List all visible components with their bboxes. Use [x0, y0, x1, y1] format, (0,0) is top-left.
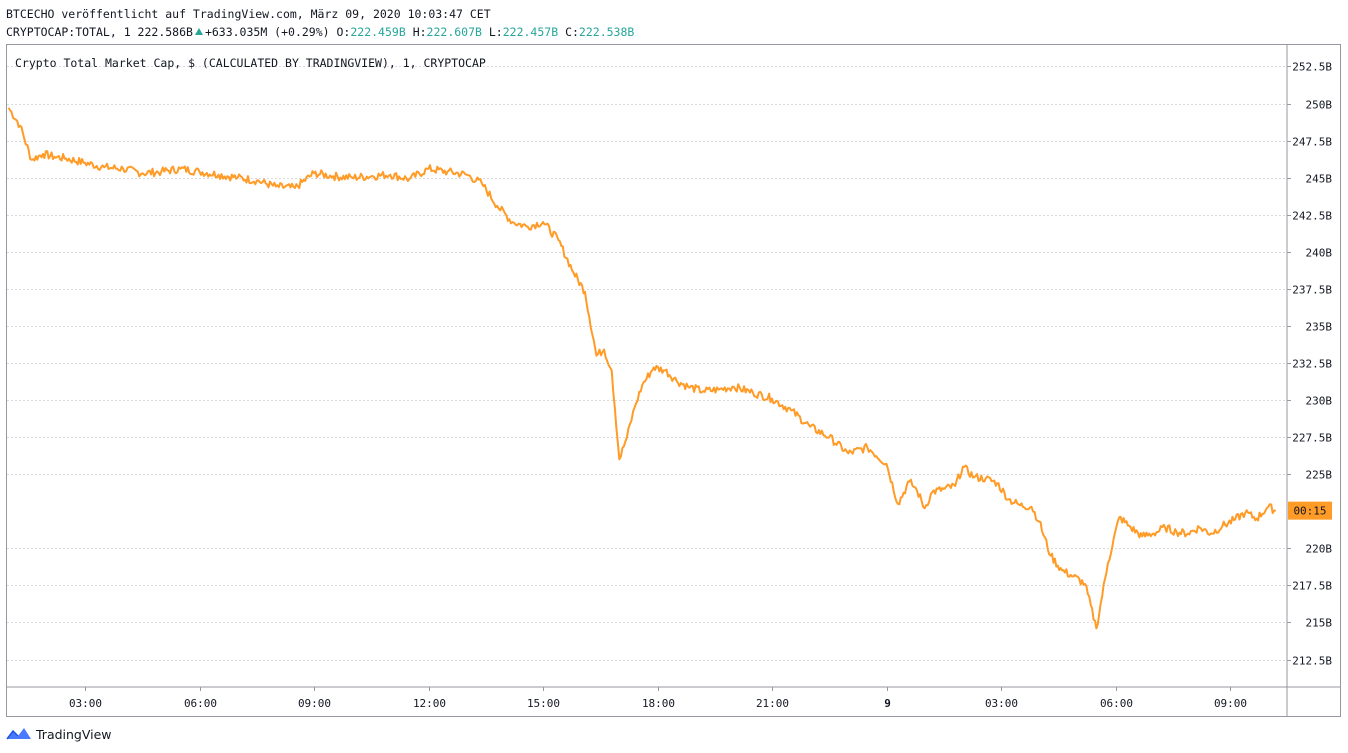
y-axis: 252.5B 250B 247.5B 245B 242.5B 240B 237.5B 235B…	[1286, 45, 1333, 716]
x-tick-label: 03:00	[69, 697, 102, 710]
up-triangle-icon	[194, 28, 203, 35]
chart-title: Crypto Total Market Cap, $ (CALCULATED B…	[15, 56, 486, 70]
x-tick-label: 15:00	[527, 697, 560, 710]
y-tick-label: 215B	[1306, 617, 1333, 630]
y-tick-label: 237.5B	[1292, 284, 1332, 297]
close-value: 222.538B	[578, 25, 635, 39]
symbol-value: CRYPTOCAP:TOTAL, 1 222.586B	[6, 25, 193, 39]
publish-info: BTCECHO veröffentlicht auf TradingView.c…	[6, 7, 491, 21]
y-tick-label: 227.5B	[1292, 432, 1332, 445]
y-tick-label: 245B	[1306, 173, 1333, 186]
y-tick-label: 220B	[1306, 543, 1333, 556]
x-tick-label: 12:00	[413, 697, 446, 710]
change-value: +633.035M (+0.29%)	[204, 25, 330, 39]
close-label: C:	[565, 25, 579, 39]
price-tag-box	[1288, 501, 1332, 520]
y-tick-label: 252.5B	[1292, 61, 1332, 74]
price-tag-label: 00:15	[1293, 505, 1326, 518]
x-tick-label: 18:00	[642, 697, 675, 710]
y-tick-label: 232.5B	[1292, 358, 1332, 371]
x-tick-label: 21:00	[756, 697, 789, 710]
y-tick-label: 242.5B	[1292, 210, 1332, 223]
x-tick-label: 9	[884, 697, 891, 710]
y-tick-label: 225B	[1306, 469, 1333, 482]
open-value: 222.459B	[350, 25, 406, 39]
high-value: 222.607B	[426, 25, 482, 39]
low-value: 222.457B	[502, 25, 559, 39]
y-tick-label: 230B	[1306, 395, 1333, 408]
open-label: O:	[336, 25, 351, 39]
x-tick-label: 03:00	[985, 697, 1018, 710]
y-tick-label: 212.5B	[1292, 655, 1332, 668]
footer-brand[interactable]: TradingView	[6, 726, 112, 742]
y-tick-label: 235B	[1306, 321, 1333, 334]
price-tag: 00:15	[1288, 501, 1332, 520]
x-tick-label: 06:00	[1100, 697, 1133, 710]
footer-brand-label: TradingView	[36, 726, 112, 742]
x-tick-label: 09:00	[298, 697, 331, 710]
low-label: L:	[488, 25, 503, 39]
y-tick-label: 217.5B	[1292, 580, 1332, 593]
grid-lines	[7, 66, 1287, 661]
tradingview-logo-icon	[6, 728, 31, 740]
price-line	[7, 107, 1276, 630]
ohlc-legend: CRYPTOCAP:TOTAL, 1 222.586B +633.035M (+0…	[6, 25, 634, 39]
y-tick-label: 250B	[1306, 99, 1333, 112]
x-tick-label: 09:00	[1214, 697, 1247, 710]
y-tick-label: 240B	[1306, 247, 1333, 260]
high-label: H:	[412, 25, 427, 39]
chart-frame[interactable]	[6, 44, 1341, 717]
x-tick-label: 06:00	[184, 697, 217, 710]
y-tick-label: 247.5B	[1292, 136, 1332, 149]
x-axis: 03:00 06:00 09:00 12:00 15:00 18:00 21:00 9 03:0…	[7, 686, 1341, 710]
